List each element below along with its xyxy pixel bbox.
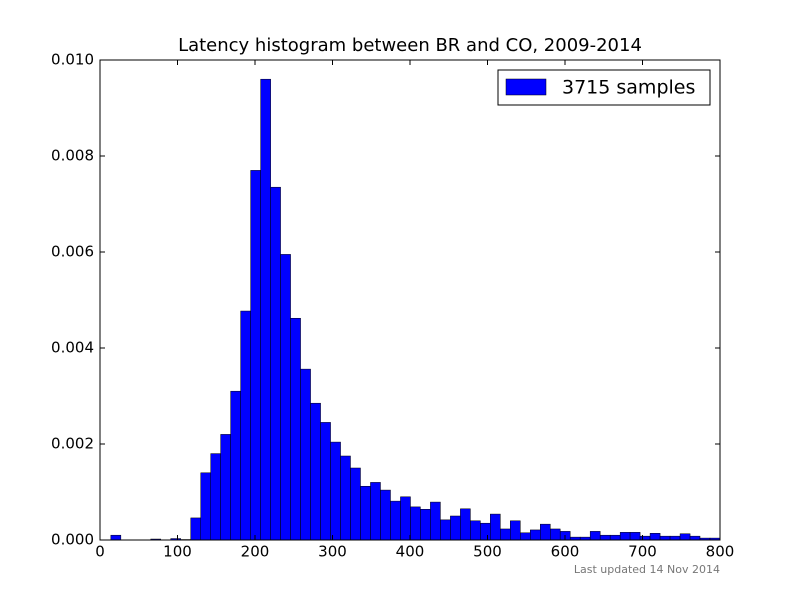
histogram-bar <box>220 434 231 541</box>
y-tick-label: 0.004 <box>51 339 94 357</box>
histogram-bar <box>290 317 301 541</box>
histogram-bar <box>639 535 651 541</box>
chart-title: Latency histogram between BR and CO, 200… <box>178 35 642 56</box>
y-tick-label: 0.002 <box>51 435 94 453</box>
histogram-bar <box>310 402 321 541</box>
y-tick-label: 0.000 <box>51 531 94 549</box>
histogram-bar <box>360 485 371 541</box>
histogram-bar <box>260 78 271 541</box>
histogram-bar <box>370 482 381 541</box>
histogram-bar <box>400 496 411 541</box>
histogram-bar <box>679 533 691 541</box>
histogram-bar <box>450 515 461 541</box>
histogram-bar <box>599 534 611 541</box>
x-tick-label: 700 <box>628 543 657 561</box>
histogram-bar <box>540 523 551 541</box>
histogram-bar <box>440 519 451 541</box>
histogram-bar <box>470 520 481 541</box>
histogram-bar <box>520 532 531 541</box>
histogram-bar <box>500 528 511 541</box>
histogram-bar <box>300 368 311 541</box>
histogram-bar <box>320 422 331 541</box>
histogram-bar <box>190 517 202 541</box>
histogram-bar <box>460 508 471 541</box>
histogram-bar <box>280 254 291 541</box>
histogram-bar <box>110 534 122 541</box>
histogram-bar <box>430 501 441 541</box>
histogram-bar <box>420 509 431 541</box>
histogram-bar <box>589 531 601 541</box>
histogram-bar <box>649 533 661 541</box>
histogram-bar <box>380 489 391 541</box>
x-tick-label: 300 <box>318 543 347 561</box>
histogram-bar <box>330 441 341 541</box>
histogram-bar <box>510 520 521 541</box>
histogram-bar <box>609 534 621 541</box>
histogram-bar <box>490 513 501 541</box>
histogram-bar <box>230 390 241 541</box>
x-tick-label: 400 <box>396 543 425 561</box>
histogram-bar <box>250 170 261 541</box>
y-tick-label: 0.008 <box>51 147 94 165</box>
histogram-bar <box>629 532 641 541</box>
histogram-bar <box>350 467 361 541</box>
y-tick-label: 0.006 <box>51 243 94 261</box>
histogram-bar <box>270 186 281 541</box>
x-tick-label: 800 <box>706 543 735 561</box>
y-tick-label: 0.010 <box>51 51 94 69</box>
histogram-bar <box>200 472 211 541</box>
x-tick-label: 500 <box>473 543 502 561</box>
histogram-bar <box>210 453 221 541</box>
legend-swatch <box>505 78 547 96</box>
x-tick-label: 0 <box>95 543 105 561</box>
legend-label: 3715 samples <box>562 77 695 99</box>
annotation: Last updated 14 Nov 2014 <box>574 563 720 576</box>
histogram-bar <box>530 529 541 541</box>
x-tick-label: 200 <box>241 543 270 561</box>
histogram-bar <box>390 500 401 541</box>
histogram-bar <box>410 506 421 541</box>
histogram-bar <box>550 528 561 541</box>
histogram-bar <box>240 310 251 541</box>
histogram-bar <box>340 455 351 541</box>
histogram-bar <box>669 535 681 541</box>
histogram-bar <box>619 532 631 541</box>
histogram-bar <box>659 535 671 541</box>
histogram-bar <box>480 522 491 541</box>
x-tick-label: 100 <box>163 543 192 561</box>
x-tick-label: 600 <box>551 543 580 561</box>
histogram-bar <box>689 535 701 541</box>
